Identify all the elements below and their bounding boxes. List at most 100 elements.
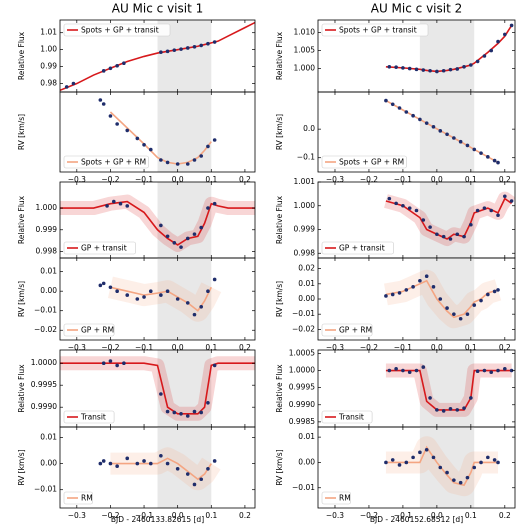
data-point xyxy=(479,151,483,155)
data-point xyxy=(489,208,494,213)
model-band xyxy=(385,436,499,497)
x-tick-label: 0.2 xyxy=(239,175,251,184)
data-point xyxy=(135,461,140,466)
data-point xyxy=(142,143,146,147)
data-point xyxy=(418,450,422,455)
data-point xyxy=(407,370,412,375)
data-point xyxy=(452,136,456,140)
panel xyxy=(98,427,221,508)
data-point xyxy=(165,409,170,414)
legend-box xyxy=(63,410,115,424)
data-point xyxy=(411,113,415,118)
data-point xyxy=(435,408,439,412)
data-point xyxy=(441,409,446,413)
data-point xyxy=(482,206,487,210)
y-tick-label: −0.01 xyxy=(34,485,57,494)
shaded-span xyxy=(157,427,212,508)
y-axis-label: Relative Flux xyxy=(275,195,284,244)
data-point xyxy=(438,297,443,301)
data-point xyxy=(469,396,473,400)
data-point xyxy=(401,368,405,373)
data-point xyxy=(98,98,103,102)
data-point xyxy=(212,40,217,44)
data-point xyxy=(407,66,412,71)
data-point xyxy=(496,288,500,292)
x-tick-label: −0.3 xyxy=(326,511,344,520)
data-point xyxy=(125,456,130,461)
panel xyxy=(384,182,515,258)
data-point xyxy=(172,48,177,52)
x-tick-label: 0.1 xyxy=(205,511,217,520)
data-point xyxy=(179,412,183,416)
panel xyxy=(385,20,514,92)
data-point xyxy=(206,401,210,405)
data-point xyxy=(384,460,388,465)
data-point xyxy=(185,162,190,166)
legend-box xyxy=(63,323,115,337)
data-point xyxy=(492,458,497,462)
y-tick-label: 0.00 xyxy=(298,294,315,303)
data-point xyxy=(445,470,449,475)
x-tick-label: −0.2 xyxy=(101,175,119,184)
data-point xyxy=(212,138,217,142)
data-point xyxy=(496,160,500,165)
data-point xyxy=(118,201,123,206)
data-point xyxy=(404,288,409,292)
data-point xyxy=(452,312,456,316)
data-point xyxy=(397,463,402,467)
data-point xyxy=(431,455,436,460)
panel xyxy=(383,258,502,340)
data-point xyxy=(482,54,487,58)
data-point xyxy=(475,59,480,64)
legend-box xyxy=(321,155,407,169)
y-tick-label: 0.9990 xyxy=(289,400,315,409)
data-point xyxy=(421,218,426,222)
x-tick-label: 0.2 xyxy=(499,511,511,520)
data-point xyxy=(462,406,466,410)
data-point xyxy=(394,201,398,206)
data-point xyxy=(448,67,453,72)
legend-label: Transit xyxy=(338,413,364,422)
data-point xyxy=(172,410,177,415)
column-title: AU Mic c visit 2 xyxy=(371,2,463,16)
data-point xyxy=(472,147,477,152)
data-point xyxy=(418,278,422,283)
legend-label: GP + RM xyxy=(81,326,114,335)
legend-label: RM xyxy=(339,494,351,503)
data-point xyxy=(179,47,183,51)
data-point xyxy=(438,129,443,133)
y-tick-label: 1.00 xyxy=(40,45,57,54)
x-tick-label: 0.0 xyxy=(172,175,184,184)
data-point xyxy=(206,206,210,210)
data-point xyxy=(472,303,477,307)
data-point xyxy=(421,68,426,72)
data-point xyxy=(479,298,483,303)
data-point xyxy=(192,482,197,487)
shaded-span xyxy=(419,182,475,258)
data-point xyxy=(206,289,210,293)
y-tick-label: 0.01 xyxy=(298,279,315,288)
shaded-span xyxy=(419,350,475,427)
data-point xyxy=(496,39,500,44)
data-point xyxy=(101,102,106,106)
data-point xyxy=(122,361,126,366)
data-point xyxy=(445,306,449,310)
shaded-span xyxy=(419,92,475,172)
data-point xyxy=(424,121,429,125)
legend-box xyxy=(321,410,373,424)
data-point xyxy=(101,69,106,73)
legend-box xyxy=(63,23,171,37)
axes-frame xyxy=(317,91,516,173)
data-point xyxy=(394,65,398,69)
panel xyxy=(60,182,255,258)
data-point xyxy=(387,368,392,373)
data-point xyxy=(509,23,514,28)
y-tick-label: 0.998 xyxy=(36,246,58,255)
y-tick-label: 0.9985 xyxy=(289,417,315,426)
x-tick-label: 0.1 xyxy=(205,343,217,352)
panel xyxy=(98,92,217,172)
data-point xyxy=(387,196,392,201)
y-axis-label: Relative Flux xyxy=(17,364,26,413)
y-tick-label: 0.9995 xyxy=(31,380,57,389)
